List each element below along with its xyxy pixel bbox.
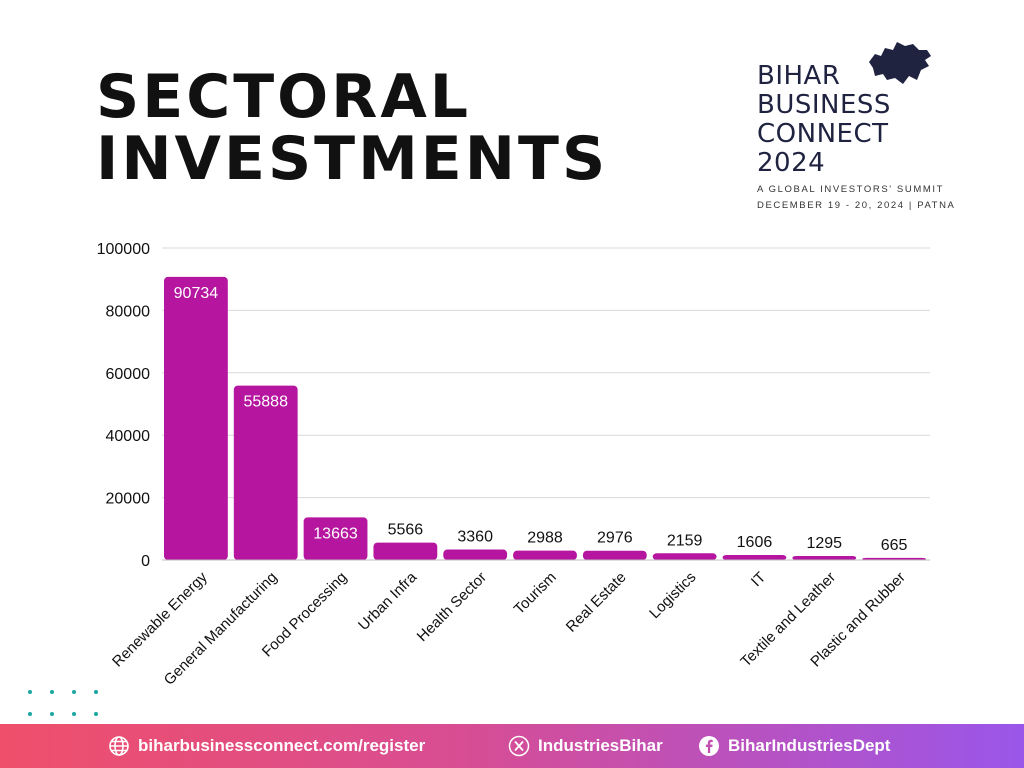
- bar: [303, 517, 368, 560]
- data-label: 90734: [174, 285, 219, 302]
- page-title: SECTORAL INVESTMENTS: [96, 66, 608, 190]
- facebook-handle: BiharIndustriesDept: [728, 736, 891, 755]
- bar: [513, 550, 577, 560]
- bar-chart: 02000040000600008000010000090734Renewabl…: [97, 241, 930, 689]
- data-label: 2988: [527, 530, 563, 547]
- globe-icon: [109, 736, 129, 756]
- bar: [373, 542, 438, 560]
- y-tick-label: 0: [141, 553, 150, 570]
- summit-logo: BIHAR BUSINESS CONNECT 2024 A GLOBAL INV…: [757, 40, 957, 220]
- y-tick-label: 60000: [106, 366, 151, 383]
- bar: [652, 553, 717, 560]
- y-tick-label: 80000: [106, 303, 151, 320]
- bar: [722, 554, 787, 560]
- x-tick-label: Tourism: [511, 569, 560, 618]
- bar: [164, 276, 228, 560]
- y-tick-label: 20000: [106, 491, 151, 508]
- x-tick-label: Health Sector: [414, 569, 490, 645]
- title-line-2: INVESTMENTS: [96, 124, 609, 194]
- x-tick-label: Logistics: [646, 569, 699, 622]
- data-label: 13663: [313, 525, 358, 542]
- data-label: 3360: [457, 529, 493, 546]
- website-text: biharbusinessconnect.com/register: [138, 736, 426, 755]
- website-link[interactable]: biharbusinessconnect.com/register: [108, 724, 425, 768]
- bihar-map-icon: [869, 42, 931, 84]
- facebook-link[interactable]: BiharIndustriesDept: [698, 724, 890, 768]
- event-dates: DECEMBER 19 - 20, 2024 | PATNA: [757, 200, 956, 211]
- bar: [862, 557, 926, 560]
- y-tick-label: 100000: [97, 241, 150, 258]
- tagline: A GLOBAL INVESTORS' SUMMIT: [757, 184, 945, 195]
- data-label: 2976: [597, 530, 633, 547]
- bar: [582, 550, 647, 560]
- x-tick-label: Urban Infra: [355, 568, 421, 634]
- data-label: 2159: [667, 532, 703, 549]
- data-label: 5566: [388, 522, 424, 539]
- x-tick-label: IT: [748, 569, 769, 590]
- twitter-handle: IndustriesBihar: [538, 736, 663, 755]
- dot-pattern: [28, 690, 98, 716]
- x-twitter-icon: [508, 735, 530, 757]
- x-tick-label: General Manufacturing: [161, 569, 281, 689]
- brand-line-3: CONNECT: [757, 119, 889, 149]
- twitter-link[interactable]: IndustriesBihar: [508, 724, 663, 768]
- footer-bar: biharbusinessconnect.com/register Indust…: [0, 724, 1024, 768]
- data-label: 1606: [737, 534, 773, 551]
- brand-name: BIHAR BUSINESS CONNECT 2024: [757, 62, 891, 178]
- data-label: 1295: [806, 535, 842, 552]
- data-label: 55888: [243, 394, 288, 411]
- bar: [443, 549, 508, 560]
- bar: [233, 385, 298, 560]
- brand-line-1: BIHAR: [757, 61, 841, 91]
- brand-line-4: 2024: [757, 148, 826, 178]
- facebook-icon: [699, 736, 719, 756]
- x-tick-label: Real Estate: [563, 569, 630, 636]
- data-label: 665: [881, 537, 908, 554]
- y-tick-label: 40000: [106, 428, 151, 445]
- title-line-1: SECTORAL: [96, 62, 472, 132]
- bar: [792, 555, 857, 560]
- brand-line-2: BUSINESS: [757, 90, 891, 120]
